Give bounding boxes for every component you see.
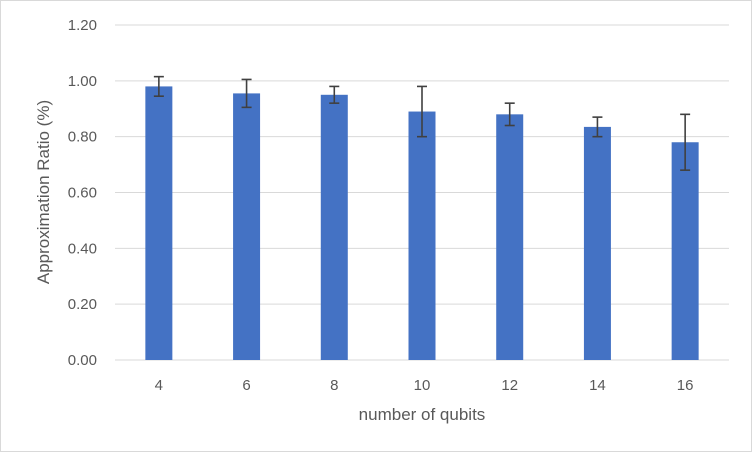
y-tick-label: 0.60: [68, 185, 97, 202]
x-tick-label: 12: [501, 377, 518, 394]
bar-8: [320, 94, 348, 361]
x-tick-label: 6: [242, 377, 250, 394]
x-tick-label: 4: [155, 377, 163, 394]
x-tick-label: 14: [589, 377, 606, 394]
y-tick-label: 1.20: [68, 17, 97, 34]
error-bars: [153, 75, 691, 171]
y-tick-label: 0.00: [68, 352, 97, 369]
bars: [145, 86, 699, 361]
bar-10: [408, 111, 436, 361]
error-bar-6: [241, 78, 252, 109]
y-tick-label: 0.80: [68, 129, 97, 146]
error-bar-8: [329, 85, 340, 104]
y-tick-label: 1.00: [68, 73, 97, 90]
error-bar-12: [504, 102, 515, 127]
x-axis-ticks: 4 6 8 10 12 14 16: [155, 377, 694, 394]
x-tick-label: 10: [414, 377, 431, 394]
y-tick-label: 0.40: [68, 240, 97, 257]
error-bar-16: [680, 113, 691, 171]
x-axis-title: number of qubits: [359, 405, 486, 424]
bar-6: [233, 93, 261, 360]
bar-14: [583, 126, 611, 360]
x-tick-label: 16: [677, 377, 694, 394]
bar-16: [671, 142, 699, 360]
error-bar-14: [592, 116, 603, 138]
y-axis-ticks: 0.00 0.20 0.40 0.60 0.80 1.00 1.20: [68, 17, 97, 369]
error-bar-4: [153, 75, 164, 97]
bar-4: [145, 86, 173, 361]
y-tick-label: 0.20: [68, 296, 97, 313]
y-axis-title: Approximation Ratio (%): [34, 100, 53, 284]
x-tick-label: 8: [330, 377, 338, 394]
bar-12: [496, 114, 524, 360]
error-bar-10: [417, 85, 427, 138]
